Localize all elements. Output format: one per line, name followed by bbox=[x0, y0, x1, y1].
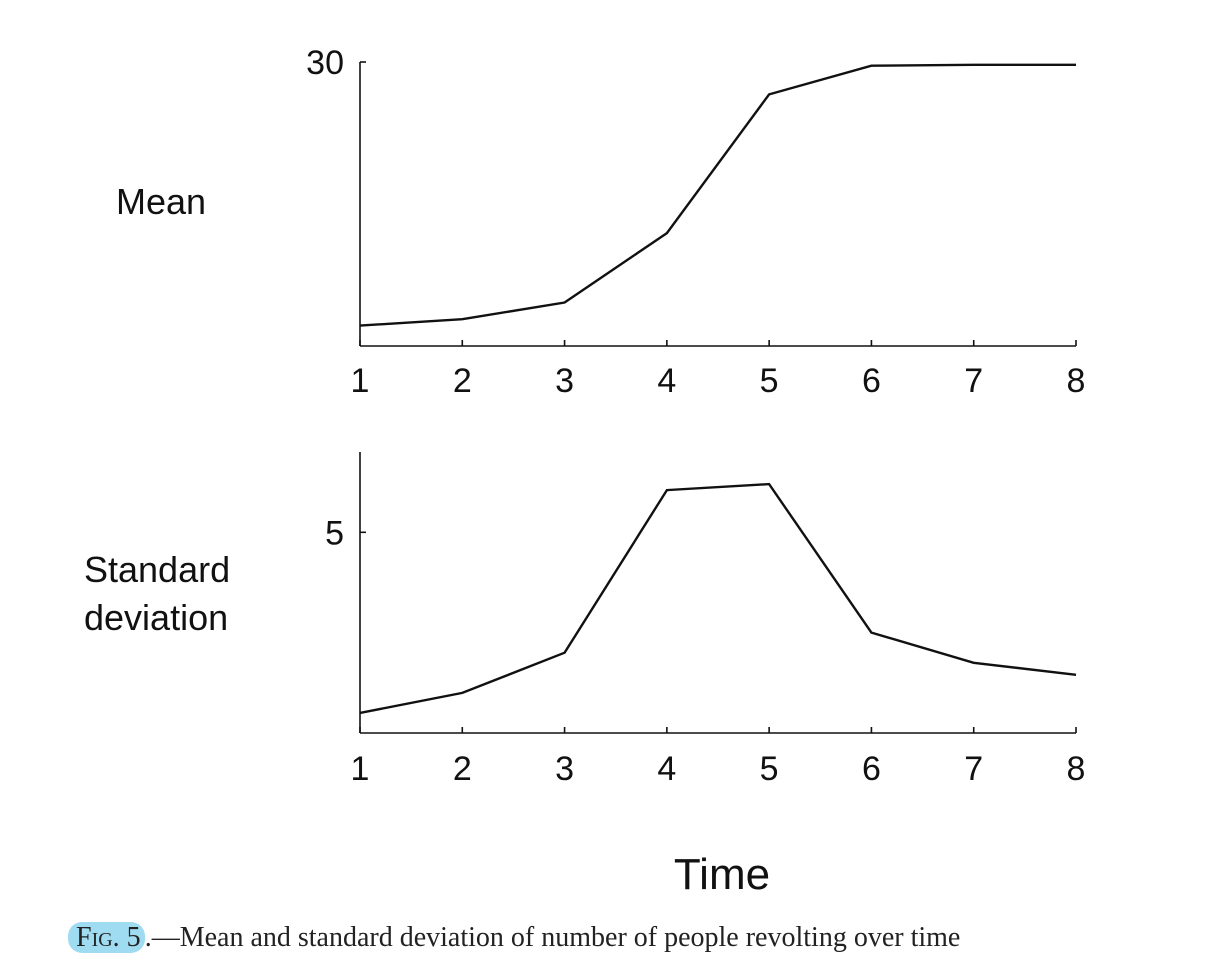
mean-x-tick-label: 1 bbox=[351, 362, 370, 400]
std-x-tick-label: 6 bbox=[862, 750, 881, 788]
mean-series-line bbox=[359, 63, 1076, 327]
std-y-tick-label: 5 bbox=[325, 514, 344, 552]
caption-text: .—Mean and standard deviation of number … bbox=[144, 922, 961, 953]
std-y-axis-label: Standard bbox=[84, 549, 230, 590]
mean-x-tick-label: 3 bbox=[555, 362, 574, 400]
std-y-axis-label: deviation bbox=[84, 597, 228, 638]
std-panel: 1 2 3 4 5 6 7 8 5 Standard deviation Time bbox=[84, 452, 1085, 899]
mean-x-tick-label: 2 bbox=[453, 362, 472, 400]
mean-x-tick-label: 6 bbox=[862, 362, 881, 400]
x-axis-label: Time bbox=[674, 850, 770, 899]
std-x-tick-label: 2 bbox=[453, 750, 472, 788]
mean-y-axis-label: Mean bbox=[116, 181, 206, 222]
mean-x-tick-label: 7 bbox=[964, 362, 983, 400]
std-x-tick-label: 3 bbox=[555, 750, 574, 788]
std-x-tick-label: 1 bbox=[351, 750, 370, 788]
std-x-tick-label: 7 bbox=[964, 750, 983, 788]
std-series-line bbox=[359, 482, 1077, 715]
figure-caption: Fig. 5 .—Mean and standard deviation of n… bbox=[68, 922, 960, 954]
mean-y-tick-label: 30 bbox=[306, 44, 344, 82]
std-x-tick-label: 8 bbox=[1067, 750, 1086, 788]
std-x-tick-label: 5 bbox=[760, 750, 779, 788]
mean-x-tick-label: 4 bbox=[657, 362, 676, 400]
mean-panel: 1 2 3 4 5 6 7 8 30 Mean bbox=[116, 44, 1085, 400]
mean-x-tick-label: 8 bbox=[1067, 362, 1086, 400]
figure-label: Fig. 5 bbox=[68, 922, 145, 953]
std-x-tick-label: 4 bbox=[657, 750, 676, 788]
mean-x-tick-label: 5 bbox=[760, 362, 779, 400]
